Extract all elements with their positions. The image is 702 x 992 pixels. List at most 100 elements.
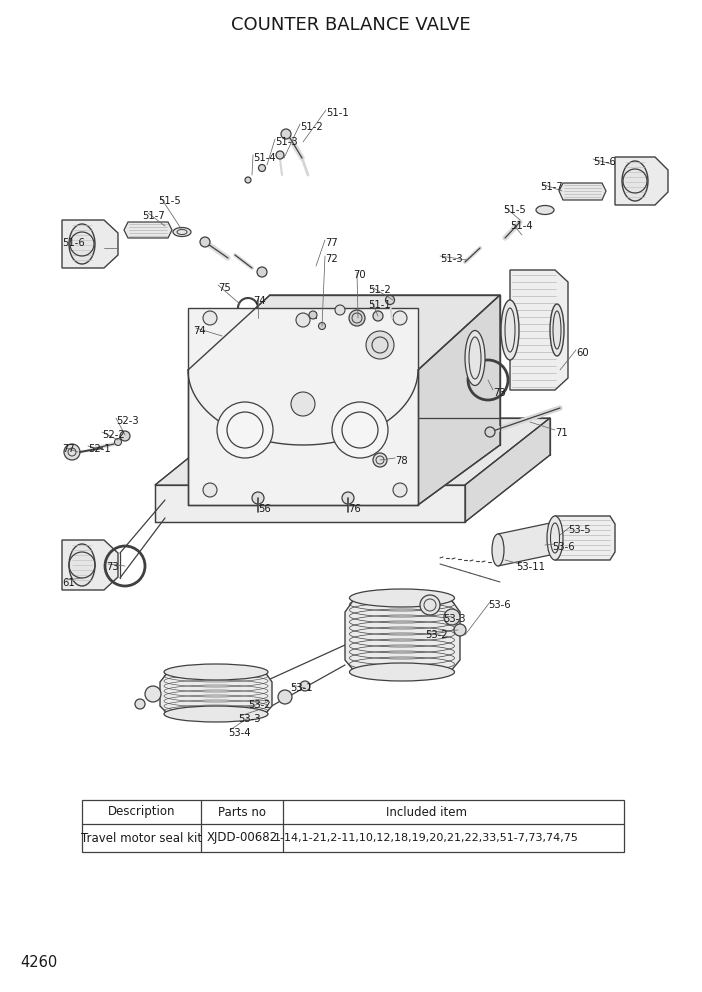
Text: 53-6: 53-6 (552, 542, 575, 552)
Text: Parts no: Parts no (218, 806, 266, 818)
Polygon shape (155, 418, 550, 485)
Polygon shape (510, 270, 568, 390)
Circle shape (296, 313, 310, 327)
Text: 53-2: 53-2 (248, 700, 271, 710)
Circle shape (420, 595, 440, 615)
Text: 61: 61 (62, 578, 74, 588)
Circle shape (278, 690, 292, 704)
Ellipse shape (350, 589, 454, 607)
Text: 60: 60 (576, 348, 588, 358)
Ellipse shape (492, 534, 504, 566)
Ellipse shape (501, 300, 519, 360)
Text: 53-5: 53-5 (568, 525, 590, 535)
Circle shape (319, 322, 326, 329)
Text: Description: Description (108, 806, 176, 818)
Text: 53-2: 53-2 (425, 630, 448, 640)
Text: 51-4: 51-4 (253, 153, 276, 163)
Circle shape (281, 129, 291, 139)
Circle shape (332, 402, 388, 458)
Circle shape (276, 151, 284, 159)
Circle shape (393, 311, 407, 325)
Text: 51-4: 51-4 (510, 221, 533, 231)
Text: 70: 70 (353, 270, 366, 280)
Text: COUNTER BALANCE VALVE: COUNTER BALANCE VALVE (231, 16, 471, 34)
Text: 53-3: 53-3 (238, 714, 260, 724)
Polygon shape (62, 220, 118, 268)
Circle shape (366, 331, 394, 359)
Text: Included item: Included item (385, 806, 467, 818)
Text: 51-1: 51-1 (368, 300, 391, 310)
Ellipse shape (547, 516, 563, 560)
Circle shape (258, 165, 265, 172)
Text: 71: 71 (555, 428, 568, 438)
Text: 53-1: 53-1 (290, 683, 312, 693)
Circle shape (257, 267, 267, 277)
Text: 76: 76 (348, 504, 361, 514)
Polygon shape (555, 516, 615, 560)
Text: 51-3: 51-3 (440, 254, 463, 264)
Text: 52-3: 52-3 (116, 416, 138, 426)
Circle shape (114, 438, 121, 445)
Ellipse shape (69, 544, 95, 586)
Text: 51-2: 51-2 (300, 122, 323, 132)
Circle shape (393, 483, 407, 497)
Circle shape (373, 453, 387, 467)
Text: 51-6: 51-6 (62, 238, 85, 248)
Circle shape (203, 311, 217, 325)
Text: 56: 56 (258, 504, 271, 514)
Circle shape (335, 305, 345, 315)
Ellipse shape (164, 664, 268, 680)
Circle shape (342, 492, 354, 504)
Text: 78: 78 (395, 456, 408, 466)
Ellipse shape (69, 224, 95, 264)
Circle shape (64, 444, 80, 460)
Text: 53-6: 53-6 (488, 600, 510, 610)
Text: 52-2: 52-2 (102, 430, 125, 440)
Text: 51-7: 51-7 (540, 182, 563, 192)
Polygon shape (559, 183, 606, 200)
Polygon shape (188, 308, 418, 505)
Polygon shape (498, 522, 555, 566)
Ellipse shape (536, 205, 554, 214)
Polygon shape (345, 598, 460, 672)
Circle shape (349, 310, 365, 326)
Text: 72: 72 (325, 254, 338, 264)
Text: 51-1: 51-1 (326, 108, 349, 118)
Ellipse shape (622, 161, 648, 201)
Ellipse shape (350, 663, 454, 681)
Ellipse shape (550, 304, 564, 356)
Text: 52-1: 52-1 (88, 444, 111, 454)
Ellipse shape (164, 706, 268, 722)
Circle shape (373, 311, 383, 321)
Text: 74: 74 (193, 326, 206, 336)
Polygon shape (155, 485, 465, 522)
Circle shape (135, 699, 145, 709)
Circle shape (300, 681, 310, 691)
Circle shape (454, 624, 466, 636)
Text: 53-11: 53-11 (516, 562, 545, 572)
Circle shape (245, 177, 251, 183)
Circle shape (444, 609, 460, 625)
Polygon shape (188, 370, 418, 445)
Polygon shape (188, 295, 500, 370)
Bar (82, 800, 624, 852)
Text: XJDD-00682: XJDD-00682 (206, 831, 277, 844)
Text: 53-3: 53-3 (443, 614, 465, 624)
Text: 1-14,1-21,2-11,10,12,18,19,20,21,22,33,51-7,73,74,75: 1-14,1-21,2-11,10,12,18,19,20,21,22,33,5… (274, 833, 578, 843)
Text: 51-7: 51-7 (142, 211, 165, 221)
Polygon shape (310, 312, 316, 318)
Polygon shape (160, 672, 272, 714)
Circle shape (217, 402, 273, 458)
Polygon shape (465, 418, 550, 522)
Text: 53-4: 53-4 (228, 728, 251, 738)
Circle shape (120, 431, 130, 441)
Text: 51-6: 51-6 (593, 157, 616, 167)
Text: 74: 74 (253, 296, 265, 306)
Text: 77: 77 (325, 238, 338, 248)
Circle shape (385, 296, 395, 305)
Circle shape (200, 237, 210, 247)
Text: 77: 77 (62, 444, 74, 454)
Polygon shape (124, 222, 172, 238)
Circle shape (252, 492, 264, 504)
Circle shape (203, 483, 217, 497)
